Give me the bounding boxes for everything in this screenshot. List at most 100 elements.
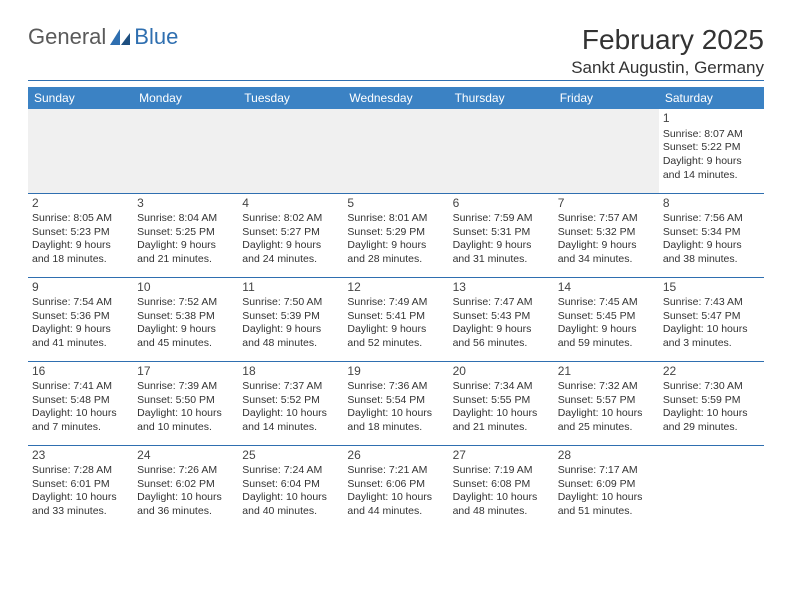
day-number: 1 [663, 111, 760, 127]
sunset-text: Sunset: 5:52 PM [242, 394, 339, 408]
calendar-week: 1Sunrise: 8:07 AMSunset: 5:22 PMDaylight… [28, 109, 764, 193]
logo: General Blue [28, 24, 178, 50]
day-header: Wednesday [343, 87, 448, 109]
daylight-text: and 14 minutes. [242, 421, 339, 435]
sunset-text: Sunset: 5:57 PM [558, 394, 655, 408]
calendar-cell [133, 109, 238, 193]
daylight-text: Daylight: 9 hours [242, 239, 339, 253]
sunset-text: Sunset: 6:01 PM [32, 478, 129, 492]
sunset-text: Sunset: 5:50 PM [137, 394, 234, 408]
day-number: 26 [347, 448, 444, 464]
sunrise-text: Sunrise: 7:28 AM [32, 464, 129, 478]
sunrise-text: Sunrise: 7:52 AM [137, 296, 234, 310]
sunrise-text: Sunrise: 7:57 AM [558, 212, 655, 226]
calendar-cell: 5Sunrise: 8:01 AMSunset: 5:29 PMDaylight… [343, 193, 448, 277]
calendar-cell: 19Sunrise: 7:36 AMSunset: 5:54 PMDayligh… [343, 361, 448, 445]
daylight-text: and 44 minutes. [347, 505, 444, 519]
calendar-cell: 18Sunrise: 7:37 AMSunset: 5:52 PMDayligh… [238, 361, 343, 445]
daylight-text: Daylight: 10 hours [558, 491, 655, 505]
sunrise-text: Sunrise: 7:47 AM [453, 296, 550, 310]
calendar-cell: 16Sunrise: 7:41 AMSunset: 5:48 PMDayligh… [28, 361, 133, 445]
calendar-cell: 8Sunrise: 7:56 AMSunset: 5:34 PMDaylight… [659, 193, 764, 277]
day-number: 10 [137, 280, 234, 296]
daylight-text: and 36 minutes. [137, 505, 234, 519]
sunrise-text: Sunrise: 7:37 AM [242, 380, 339, 394]
calendar-page: General Blue February 2025 Sankt Augusti… [0, 0, 792, 539]
sunrise-text: Sunrise: 7:26 AM [137, 464, 234, 478]
daylight-text: Daylight: 9 hours [347, 239, 444, 253]
calendar-cell: 12Sunrise: 7:49 AMSunset: 5:41 PMDayligh… [343, 277, 448, 361]
daylight-text: and 18 minutes. [32, 253, 129, 267]
header: General Blue February 2025 Sankt Augusti… [28, 24, 764, 78]
daylight-text: and 40 minutes. [242, 505, 339, 519]
calendar-week: 23Sunrise: 7:28 AMSunset: 6:01 PMDayligh… [28, 445, 764, 529]
day-number: 25 [242, 448, 339, 464]
sunrise-text: Sunrise: 7:50 AM [242, 296, 339, 310]
sunrise-text: Sunrise: 7:54 AM [32, 296, 129, 310]
daylight-text: and 18 minutes. [347, 421, 444, 435]
daylight-text: and 25 minutes. [558, 421, 655, 435]
daylight-text: and 10 minutes. [137, 421, 234, 435]
daylight-text: and 45 minutes. [137, 337, 234, 351]
logo-text-general: General [28, 24, 106, 50]
sunrise-text: Sunrise: 7:43 AM [663, 296, 760, 310]
day-number: 9 [32, 280, 129, 296]
daylight-text: Daylight: 10 hours [32, 491, 129, 505]
daylight-text: Daylight: 10 hours [347, 407, 444, 421]
day-number: 4 [242, 196, 339, 212]
logo-text-blue: Blue [134, 24, 178, 50]
day-number: 22 [663, 364, 760, 380]
sunset-text: Sunset: 6:06 PM [347, 478, 444, 492]
sunset-text: Sunset: 5:39 PM [242, 310, 339, 324]
calendar-cell: 9Sunrise: 7:54 AMSunset: 5:36 PMDaylight… [28, 277, 133, 361]
sunset-text: Sunset: 5:59 PM [663, 394, 760, 408]
sunset-text: Sunset: 5:34 PM [663, 226, 760, 240]
day-number: 12 [347, 280, 444, 296]
daylight-text: and 52 minutes. [347, 337, 444, 351]
sunrise-text: Sunrise: 7:21 AM [347, 464, 444, 478]
title-block: February 2025 Sankt Augustin, Germany [571, 24, 764, 78]
calendar-cell: 14Sunrise: 7:45 AMSunset: 5:45 PMDayligh… [554, 277, 659, 361]
sunset-text: Sunset: 5:55 PM [453, 394, 550, 408]
day-number: 6 [453, 196, 550, 212]
day-number: 13 [453, 280, 550, 296]
calendar-table: SundayMondayTuesdayWednesdayThursdayFrid… [28, 87, 764, 529]
calendar-cell: 3Sunrise: 8:04 AMSunset: 5:25 PMDaylight… [133, 193, 238, 277]
sunset-text: Sunset: 6:04 PM [242, 478, 339, 492]
daylight-text: and 38 minutes. [663, 253, 760, 267]
day-number: 20 [453, 364, 550, 380]
day-number: 3 [137, 196, 234, 212]
daylight-text: and 21 minutes. [137, 253, 234, 267]
daylight-text: Daylight: 9 hours [347, 323, 444, 337]
daylight-text: Daylight: 9 hours [663, 155, 760, 169]
calendar-cell [449, 109, 554, 193]
sunset-text: Sunset: 5:47 PM [663, 310, 760, 324]
day-header: Sunday [28, 87, 133, 109]
day-number: 7 [558, 196, 655, 212]
location-label: Sankt Augustin, Germany [571, 58, 764, 78]
calendar-cell [28, 109, 133, 193]
day-number: 23 [32, 448, 129, 464]
daylight-text: Daylight: 10 hours [137, 491, 234, 505]
sunset-text: Sunset: 5:45 PM [558, 310, 655, 324]
daylight-text: Daylight: 10 hours [453, 491, 550, 505]
sunrise-text: Sunrise: 7:41 AM [32, 380, 129, 394]
daylight-text: Daylight: 10 hours [663, 323, 760, 337]
daylight-text: and 21 minutes. [453, 421, 550, 435]
calendar-cell: 21Sunrise: 7:32 AMSunset: 5:57 PMDayligh… [554, 361, 659, 445]
sail-icon [108, 27, 132, 47]
day-number: 2 [32, 196, 129, 212]
calendar-cell: 4Sunrise: 8:02 AMSunset: 5:27 PMDaylight… [238, 193, 343, 277]
sunset-text: Sunset: 5:31 PM [453, 226, 550, 240]
daylight-text: Daylight: 10 hours [137, 407, 234, 421]
day-header: Tuesday [238, 87, 343, 109]
day-number: 18 [242, 364, 339, 380]
daylight-text: Daylight: 10 hours [32, 407, 129, 421]
daylight-text: Daylight: 9 hours [558, 239, 655, 253]
calendar-cell: 24Sunrise: 7:26 AMSunset: 6:02 PMDayligh… [133, 445, 238, 529]
daylight-text: and 24 minutes. [242, 253, 339, 267]
calendar-cell [554, 109, 659, 193]
sunset-text: Sunset: 5:25 PM [137, 226, 234, 240]
calendar-cell: 11Sunrise: 7:50 AMSunset: 5:39 PMDayligh… [238, 277, 343, 361]
calendar-cell: 10Sunrise: 7:52 AMSunset: 5:38 PMDayligh… [133, 277, 238, 361]
